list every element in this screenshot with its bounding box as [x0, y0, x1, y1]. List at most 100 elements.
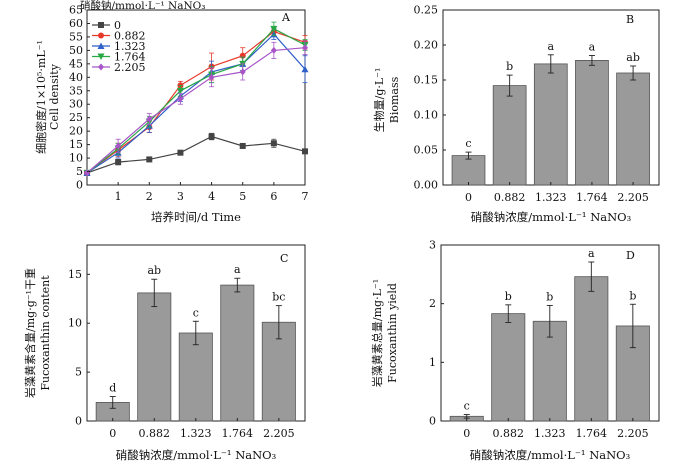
panel-a-y-label-en: Cell density — [48, 63, 61, 130]
panel-a-series-0-point — [177, 149, 184, 156]
panel-a-x-tick-label: 6 — [270, 190, 277, 203]
panel-b-y-tick-label: 0.15 — [414, 74, 439, 87]
panel-c-y-label-cn: 岩藻黄素含量/mg·g⁻¹干重 — [23, 268, 37, 398]
panel-a-tag: A — [281, 11, 291, 24]
panel-a-legend-series-0-882-label: 0.882 — [114, 30, 146, 43]
panel-d-significance-letter-1-323: b — [546, 290, 553, 303]
panel-a-x-ticks: 1 2 3 4 5 6 7 — [115, 182, 309, 203]
panel-a-y-tick-label: 10 — [69, 152, 83, 165]
panel-d-fucoxanthin-yield: c b b a b 0 1 2 3 0 0.882 1.323 1.764 2.205 D 硝酸钠浓度… — [370, 239, 660, 462]
panel-b-y-tick-label: 0.10 — [414, 109, 439, 122]
panel-a-y-tick-label: 20 — [69, 125, 83, 138]
panel-a-series-1-323-point — [301, 65, 309, 73]
panel-a-y-tick-label: 60 — [69, 17, 83, 30]
panel-d-x-tick-label: 1.764 — [576, 427, 608, 440]
panel-a-series-0-line — [86, 135, 306, 174]
panel-b-x-tick-label: 1.323 — [535, 191, 567, 204]
panel-c-x-tick-label: 0.882 — [139, 427, 171, 440]
panel-b-y-tick-label: 0.25 — [414, 4, 439, 17]
panel-b-significance-letter-2-205: ab — [626, 51, 640, 64]
panel-d-significance-letter-1-764: a — [588, 247, 595, 260]
panel-d-significance-letter-0-882: b — [505, 290, 512, 303]
panel-b-significance-letter-1-764: a — [589, 41, 596, 54]
panel-b-x-tick-label: 2.205 — [617, 191, 649, 204]
panel-a-series-2-205-point — [239, 68, 246, 76]
panel-a-legend-series-2-205-label: 2.205 — [114, 61, 146, 74]
panel-a-series-2-205-point — [177, 95, 184, 103]
panel-b-y-label-en: Biomass — [388, 76, 401, 123]
panel-a-y-tick-label: 0 — [76, 179, 83, 192]
panel-a-series-2-205-point — [208, 73, 215, 81]
panel-a-y-tick-label: 15 — [69, 138, 83, 151]
panel-c-x-label: 硝酸钠浓度/mmol·L⁻¹ NaNO₃ — [116, 448, 277, 462]
panel-c-significance-letter-1-764: a — [234, 263, 241, 276]
panel-c-bar-0-882 — [137, 292, 172, 422]
panel-c-y-tick-label: 0 — [75, 415, 82, 428]
panel-a-series-2-205-point — [302, 44, 308, 52]
panel-b-bar-1-323 — [533, 63, 568, 186]
panel-d-y-label-cn: 岩藻黄素总量/mg·L⁻¹ — [370, 279, 384, 387]
panel-b-bar-1-764 — [575, 60, 609, 186]
panel-b-x-tick-label: 0.882 — [494, 191, 526, 204]
panel-a-legend-series-2-205-marker — [98, 63, 104, 71]
panel-d-significance-letter-0: c — [464, 400, 470, 413]
panel-c-y-tick-label: 10 — [68, 317, 82, 330]
panel-d-y-ticks: 0 1 2 3 — [429, 239, 444, 428]
panel-d-tag: D — [626, 249, 635, 262]
panel-c-bar-1-323 — [178, 332, 213, 422]
panel-a-x-tick-label: 7 — [302, 190, 309, 203]
panel-a-x-tick-label: 1 — [115, 190, 122, 203]
panel-d-x-tick-label: 1.323 — [534, 427, 566, 440]
panel-c-y-tick-label: 5 — [75, 366, 82, 379]
panel-c-x-tick-label: 1.764 — [222, 427, 254, 440]
panel-a-legend-series-1-764-label: 1.764 — [114, 51, 146, 64]
panel-a-y-tick-label: 5 — [76, 165, 83, 178]
panel-a-y-tick-label: 30 — [69, 98, 83, 111]
panel-c-bar-1-764 — [220, 284, 255, 422]
panel-a-y-tick-label: 50 — [69, 44, 83, 57]
panel-a-y-tick-label: 35 — [69, 84, 83, 97]
panel-c-significance-letter-1-323: c — [193, 306, 199, 319]
panel-a-y-tick-label: 25 — [69, 111, 83, 124]
panel-d-y-tick-label: 3 — [429, 239, 436, 252]
panel-d-significance-letter-2-205: b — [629, 289, 636, 302]
panel-c-y-tick-label: 15 — [68, 268, 82, 281]
panel-b-y-label-cn: 生物量/g·L⁻¹ — [372, 68, 386, 133]
panel-a-legend-series-0-label: 0 — [114, 19, 121, 32]
panel-b-biomass: c b a a ab 0.00 0.05 0.10 0.15 0.20 0.25 0 0.882 1.… — [372, 4, 660, 224]
panel-b-x-ticks: 0 0.882 1.323 1.764 2.205 — [465, 182, 649, 204]
panel-a-series-1-764-point — [270, 25, 278, 33]
panel-b-tag: B — [626, 13, 634, 26]
panel-a-series-0-point — [115, 159, 122, 166]
panel-b-x-tick-label: 1.764 — [576, 191, 608, 204]
panel-a-series-1-323-line — [86, 33, 306, 174]
panel-b-x-label: 硝酸钠浓度/mmol·L⁻¹ NaNO₃ — [471, 210, 632, 224]
panel-a-series-1-764-point — [176, 87, 184, 95]
panel-d-bar-1-764 — [574, 276, 609, 422]
panel-a-series-0-point — [146, 156, 153, 163]
panel-b-significance-letter-1-323: a — [548, 40, 555, 53]
panel-a-legend-series-1-323-marker — [97, 42, 105, 49]
panel-d-bar-0-882 — [491, 313, 526, 422]
panel-a-series-2-205-point — [270, 46, 277, 54]
panel-a-x-tick-label: 4 — [208, 190, 215, 203]
panel-d-y-tick-label: 1 — [429, 356, 436, 369]
panel-d-x-ticks: 0 0.882 1.323 1.764 2.205 — [463, 418, 649, 440]
panel-b-bar-2-205 — [616, 72, 650, 186]
panel-c-significance-letter-2-205: bc — [272, 291, 285, 304]
panel-a-series-2-205-point — [146, 115, 153, 123]
panel-d-x-tick-label: 0.882 — [493, 427, 525, 440]
panel-a-legend-series-0-marker — [98, 22, 104, 28]
panel-b-y-tick-label: 0.20 — [414, 39, 439, 52]
panel-c-x-ticks: 0 0.882 1.323 1.764 2.205 — [109, 418, 295, 440]
panel-c-x-tick-label: 2.205 — [263, 427, 295, 440]
panel-a-legend-series-1-764-marker — [97, 53, 105, 60]
panel-d-x-label: 硝酸钠浓度/mmol·L⁻¹ NaNO₃ — [470, 448, 631, 462]
panel-c-tag: C — [280, 252, 288, 265]
panel-d-y-tick-label: 0 — [429, 415, 436, 428]
